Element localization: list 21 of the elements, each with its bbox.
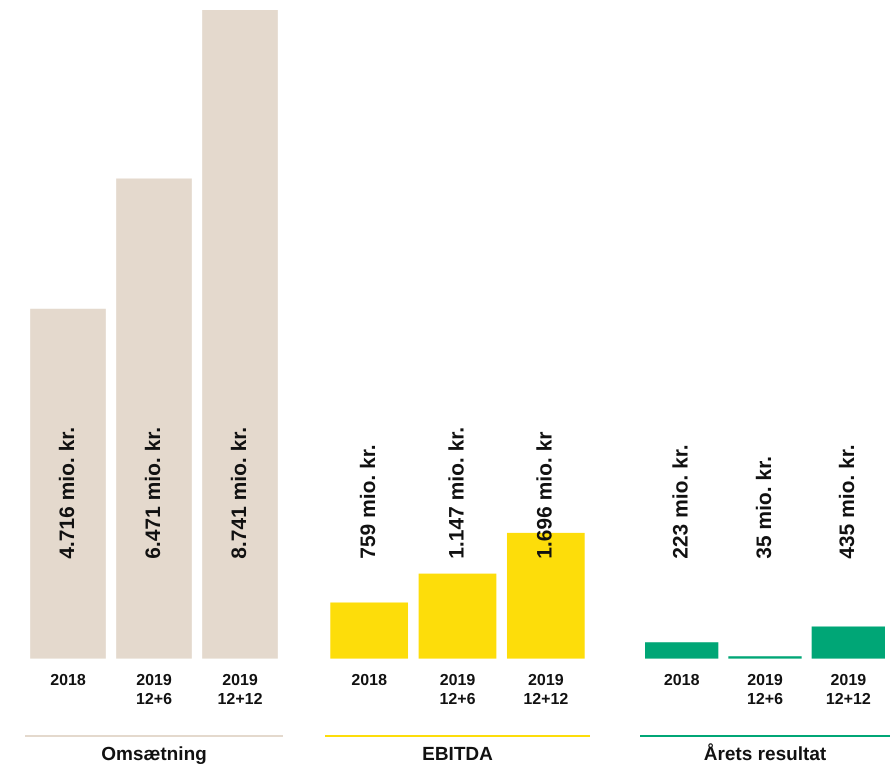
data-label: 6.471 mio. kr. bbox=[142, 426, 165, 559]
x-tick-label: 2019 12+6 bbox=[136, 672, 172, 708]
data-label: 35 mio. kr. bbox=[752, 456, 776, 559]
x-tick-label: 2018 bbox=[664, 672, 700, 689]
data-label: 1.696 mio. kr bbox=[534, 432, 557, 559]
data-label: 759 mio. kr. bbox=[356, 444, 380, 559]
x-tick-label: 2019 12+12 bbox=[218, 672, 263, 708]
x-axis-title: Årets resultat bbox=[704, 742, 827, 765]
x-tick-label: 2019 12+12 bbox=[523, 672, 568, 708]
x-tick-label: 2019 12+12 bbox=[826, 672, 871, 708]
data-label: 435 mio. kr. bbox=[836, 444, 860, 559]
x-tick-label: 2018 bbox=[50, 672, 86, 689]
x-axis-title: Omsætning bbox=[101, 744, 207, 765]
x-tick-label: 2019 12+6 bbox=[439, 672, 476, 708]
x-axis-title: EBITDA bbox=[422, 744, 494, 765]
data-label: 1.147 mio. kr. bbox=[445, 426, 468, 559]
x-tick-label: 2018 bbox=[351, 672, 388, 689]
data-label: 223 mio. kr. bbox=[669, 444, 692, 559]
data-label: 8.741 mio. kr. bbox=[228, 426, 251, 559]
data-label: 4.716 mio. kr. bbox=[56, 426, 79, 559]
x-tick-label: 2019 12+6 bbox=[746, 672, 784, 708]
